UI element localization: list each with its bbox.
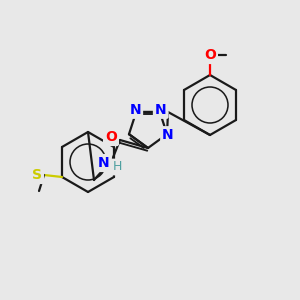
Text: O: O [204, 48, 216, 62]
Text: N: N [162, 128, 174, 142]
Text: N: N [129, 103, 141, 117]
Text: N: N [98, 156, 110, 170]
Text: N: N [155, 103, 167, 117]
Text: S: S [32, 168, 42, 182]
Text: H: H [112, 160, 122, 173]
Text: O: O [105, 130, 117, 144]
